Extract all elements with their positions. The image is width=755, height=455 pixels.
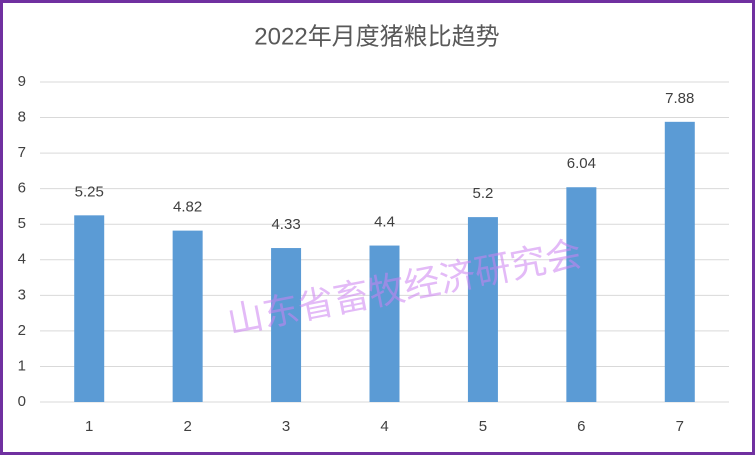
data-label: 4.4 (374, 214, 395, 231)
x-tick-label: 6 (577, 418, 585, 435)
data-label: 6.04 (567, 155, 596, 172)
chart-title: 2022年月度猪粮比趋势 (254, 23, 499, 50)
bar (74, 215, 105, 402)
data-label: 4.82 (173, 199, 202, 216)
y-tick-label: 8 (18, 109, 26, 126)
y-tick-label: 7 (18, 144, 26, 161)
data-label: 5.2 (472, 185, 493, 202)
x-tick-label: 2 (183, 418, 191, 435)
y-tick-label: 5 (18, 215, 26, 232)
y-tick-label: 6 (18, 180, 26, 197)
x-tick-label: 7 (676, 418, 684, 435)
x-tick-label: 1 (85, 418, 93, 435)
y-tick-label: 0 (18, 393, 26, 410)
y-tick-label: 9 (18, 73, 26, 90)
x-tick-label: 4 (380, 418, 388, 435)
bar (369, 245, 400, 402)
y-tick-label: 1 (18, 357, 26, 374)
data-label: 7.88 (665, 90, 694, 107)
bar (172, 230, 203, 402)
bar (271, 248, 302, 402)
bar (664, 121, 695, 403)
x-tick-label: 3 (282, 418, 290, 435)
y-tick-label: 4 (18, 251, 26, 268)
data-label: 5.25 (75, 183, 104, 200)
y-tick-label: 2 (18, 322, 26, 339)
bar (467, 217, 498, 402)
data-label: 4.33 (271, 216, 300, 233)
y-tick-label: 3 (18, 286, 26, 303)
bar (566, 187, 597, 402)
x-tick-label: 5 (479, 418, 487, 435)
